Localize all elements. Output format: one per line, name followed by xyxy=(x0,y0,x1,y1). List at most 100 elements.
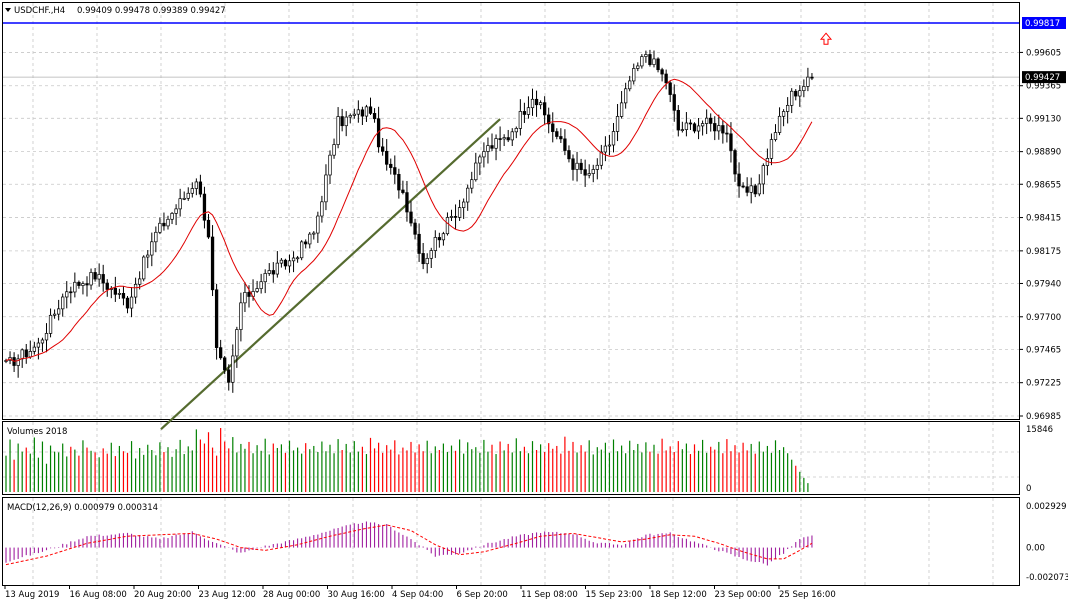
candle-body xyxy=(295,257,300,260)
candle-body xyxy=(356,109,360,115)
candle-body xyxy=(283,259,288,267)
candle-body xyxy=(583,169,587,176)
volume-series xyxy=(5,428,809,492)
candle-body xyxy=(510,131,514,141)
candle-body xyxy=(542,102,547,116)
price-tick-label: 0.97225 xyxy=(1026,379,1061,389)
candle-body xyxy=(158,222,162,233)
candle-body xyxy=(798,90,802,97)
macd-max-label: 0.002929 xyxy=(1026,502,1067,512)
candle-body xyxy=(405,192,409,213)
candle-body xyxy=(328,154,332,176)
hline-price-box xyxy=(1022,17,1066,29)
candle-body xyxy=(324,174,328,203)
candle-body xyxy=(142,256,146,280)
candle-body xyxy=(688,122,693,125)
macd-min-label: -0.002073 xyxy=(1026,573,1068,583)
candle-body xyxy=(247,292,251,297)
candle-body xyxy=(502,137,506,140)
candle-body xyxy=(449,216,454,218)
candle-body xyxy=(231,355,235,383)
candle-body xyxy=(790,90,794,106)
candle-body xyxy=(579,162,583,171)
time-tick-label: 4 Sep 04:00 xyxy=(392,590,443,600)
candle-body xyxy=(372,113,377,120)
candle-body xyxy=(48,314,53,334)
price-series xyxy=(3,22,1019,430)
candle-body xyxy=(81,283,85,286)
candle-body xyxy=(267,270,271,274)
macd-series xyxy=(5,521,813,566)
moving-average-line xyxy=(5,78,813,362)
candle-body xyxy=(749,185,753,193)
candle-body xyxy=(490,145,494,149)
candle-body xyxy=(466,187,470,203)
candle-body xyxy=(684,122,689,130)
candle-body xyxy=(785,104,790,112)
candle-body xyxy=(389,163,393,168)
price-tick-label: 0.97465 xyxy=(1026,345,1061,355)
candle-body xyxy=(672,94,676,111)
candle-body xyxy=(433,237,437,251)
candle-body xyxy=(393,167,397,175)
time-tick-label: 25 Sep 16:00 xyxy=(779,590,836,600)
price-tick-label: 0.98655 xyxy=(1026,180,1061,190)
candle-body xyxy=(567,150,571,160)
candle-body xyxy=(603,145,608,153)
time-tick-label: 15 Sep 23:00 xyxy=(586,590,643,600)
candle-body xyxy=(344,116,348,127)
axis-labels: 0.99605 0.99365 0.99130 0.98890 0.98655 0.984… xyxy=(4,17,1068,600)
candle-body xyxy=(105,282,109,290)
candle-body xyxy=(279,259,284,264)
candle-body xyxy=(275,262,279,275)
candle-body xyxy=(555,131,559,137)
candle-body xyxy=(462,201,466,208)
candle-body xyxy=(97,274,101,280)
candle-body xyxy=(696,125,701,132)
candle-body xyxy=(166,218,170,227)
candle-body xyxy=(61,296,65,310)
candle-body xyxy=(599,151,603,166)
candle-body xyxy=(494,138,498,149)
candle-body xyxy=(65,291,69,298)
candle-body xyxy=(316,215,320,234)
price-tick-label: 0.97700 xyxy=(1026,313,1061,323)
chart-symbol: USDCHF.,H4 xyxy=(14,6,65,16)
trendline xyxy=(160,118,501,430)
up-arrow-icon xyxy=(819,32,833,45)
candle-body xyxy=(575,162,579,170)
price-tick-label: 0.97940 xyxy=(1026,279,1061,289)
candle-body xyxy=(154,231,158,243)
candle-body xyxy=(44,333,49,341)
candle-body xyxy=(425,257,429,265)
candle-body xyxy=(632,68,636,82)
candle-body xyxy=(757,183,761,195)
candle-body xyxy=(210,236,215,291)
candle-body xyxy=(129,296,134,309)
candle-body xyxy=(680,129,684,131)
candle-body xyxy=(77,281,81,286)
candle-body xyxy=(781,111,786,117)
candle-body xyxy=(745,186,749,193)
candle-body xyxy=(24,349,28,358)
candle-body xyxy=(514,128,518,133)
candle-body xyxy=(121,293,126,299)
candle-body xyxy=(259,281,263,289)
candle-body xyxy=(664,73,668,84)
symbol-dropdown-icon[interactable] xyxy=(5,8,11,12)
candle-body xyxy=(538,102,543,106)
time-tick-label: 20 Aug 20:00 xyxy=(134,590,191,600)
candle-body xyxy=(709,117,713,124)
candle-body xyxy=(810,76,814,79)
candle-body xyxy=(534,98,539,106)
candle-body xyxy=(753,185,757,195)
candle-body xyxy=(85,283,89,286)
candle-body xyxy=(409,211,413,224)
candle-body xyxy=(660,69,664,75)
candle-body xyxy=(20,349,24,360)
candle-body xyxy=(559,136,563,140)
candle-body xyxy=(300,241,304,259)
candle-body xyxy=(704,117,709,124)
macd-title: MACD(12,26,9) 0.000979 0.000314 xyxy=(7,503,158,513)
